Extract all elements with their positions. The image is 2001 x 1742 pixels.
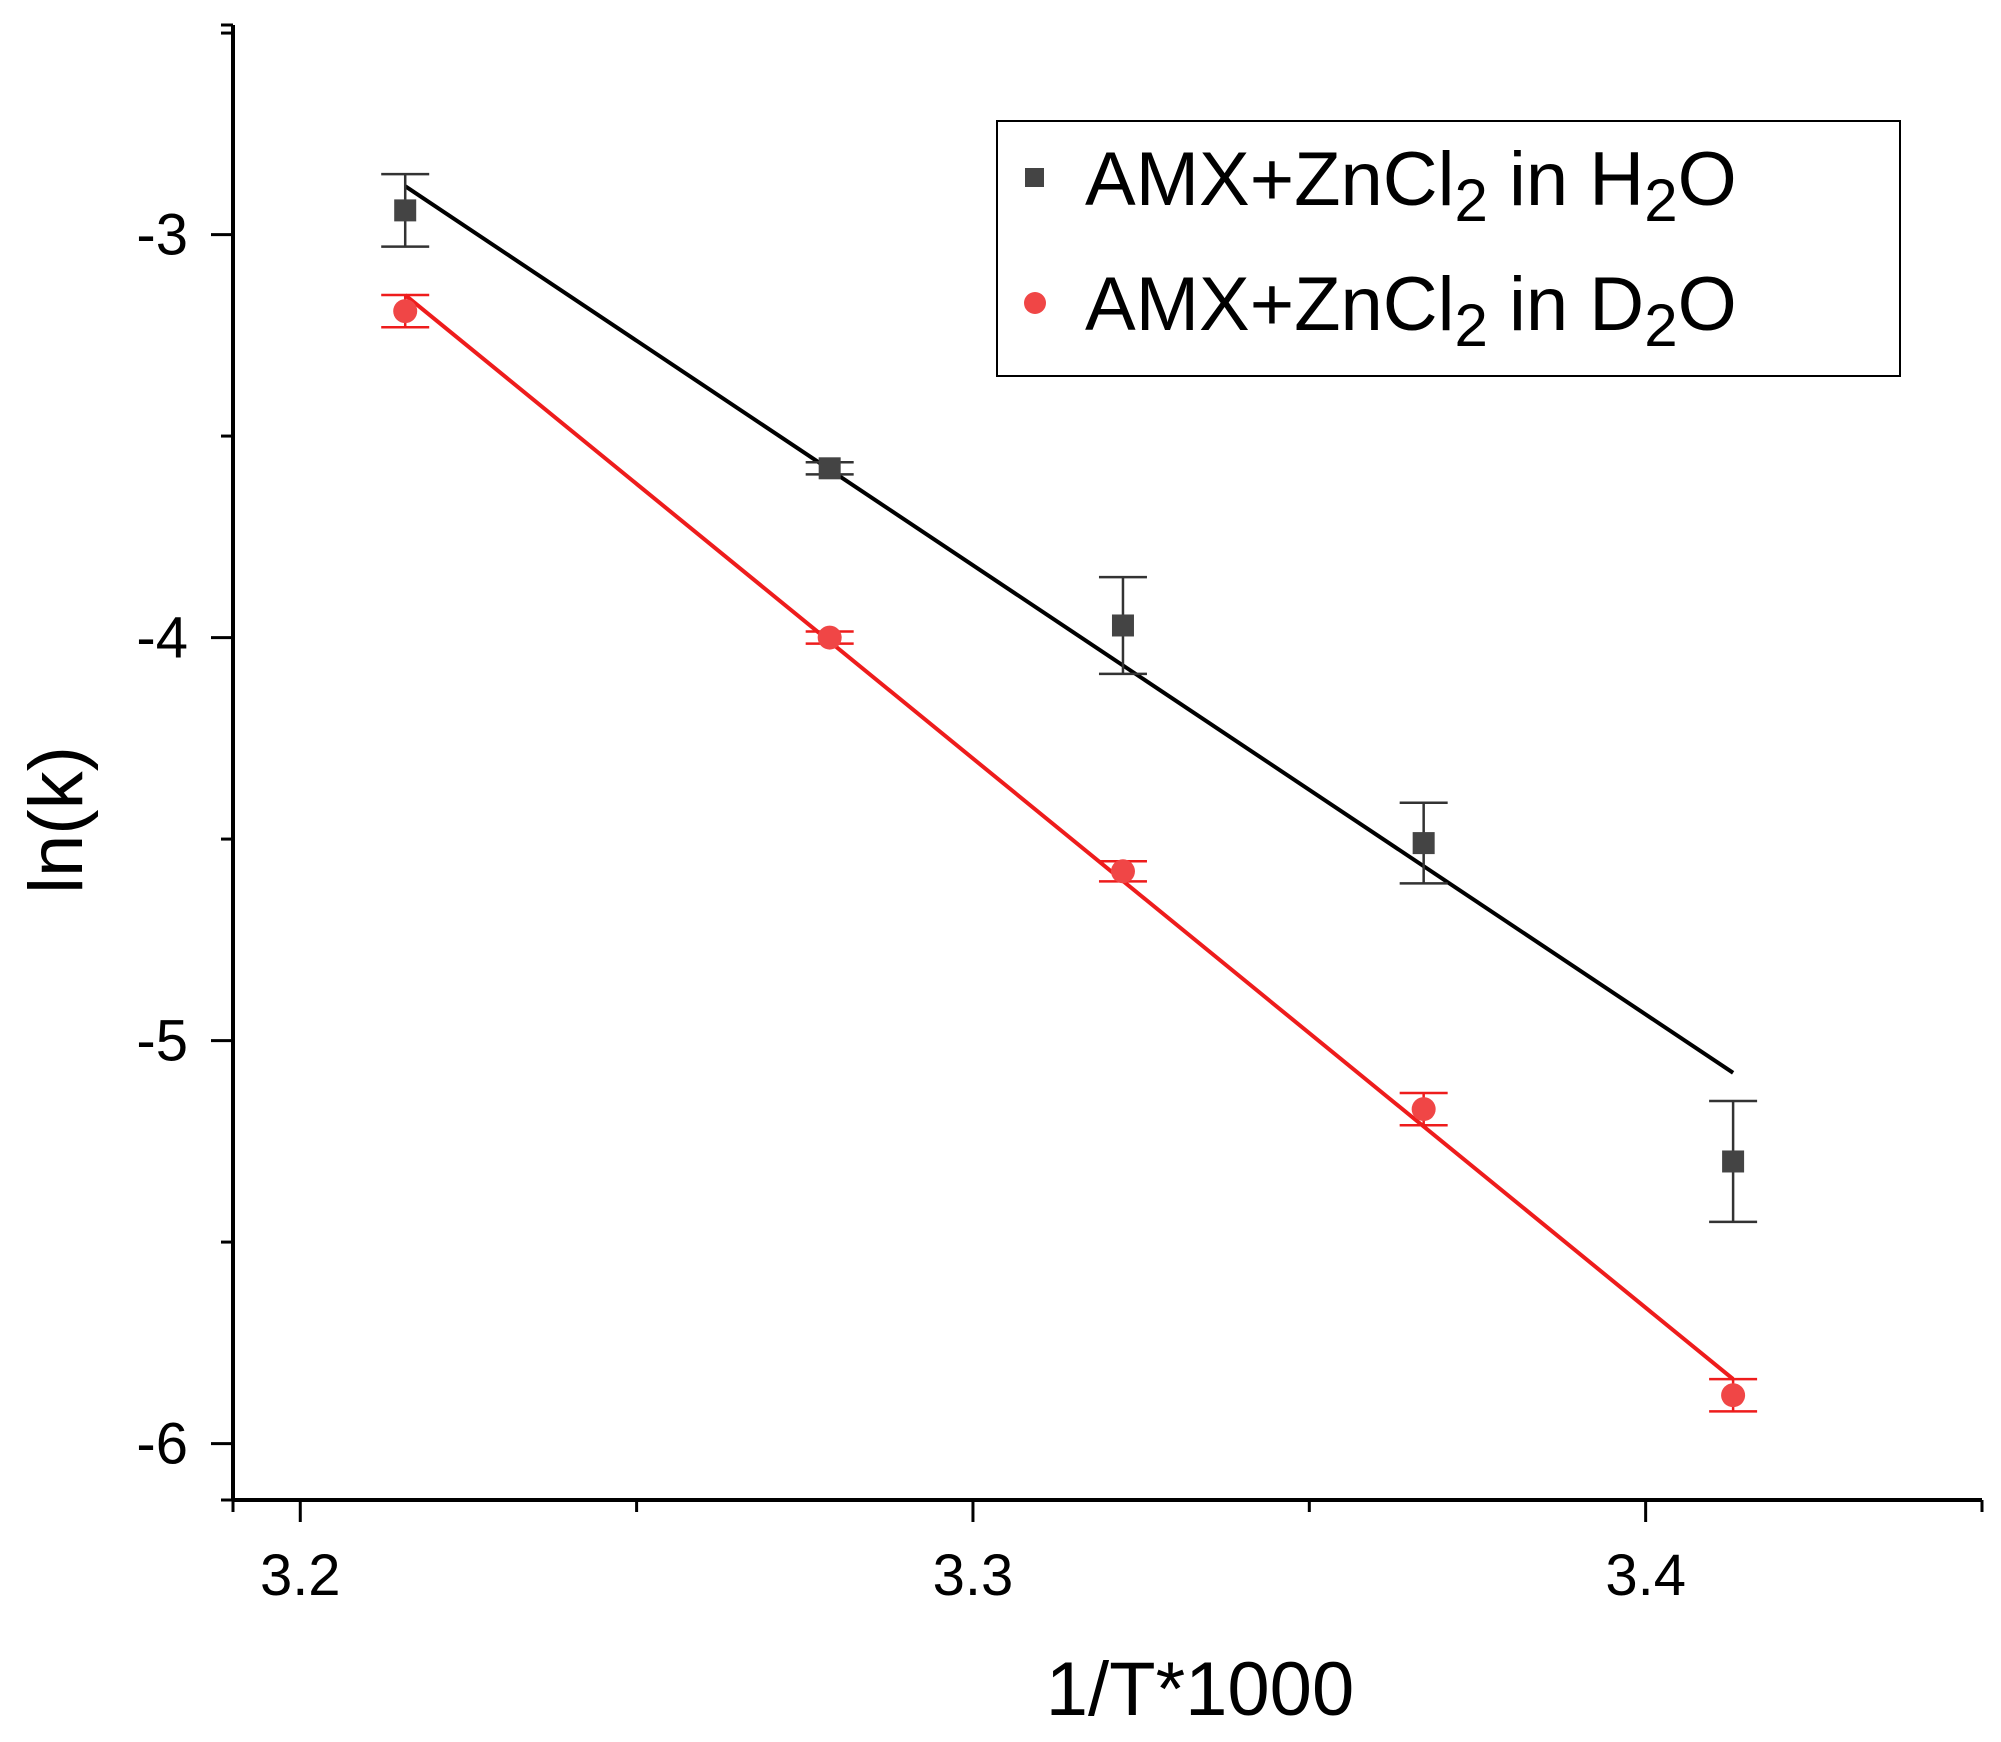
legend-text-part: AMX+ZnCl [1085,137,1455,222]
legend-text-part: AMX+ZnCl [1085,262,1455,347]
fit-line-series-1 [404,184,1735,1075]
legend-marker-circle [1024,292,1046,314]
data-point-square [1412,832,1435,855]
y-tick-label: -3 [136,203,188,268]
data-point-circle [1110,859,1135,884]
legend-label: AMX+ZnCl2 in H2O [1085,137,1737,234]
y-tick-label: -6 [136,1412,188,1477]
x-tick-label: 3.2 [260,1543,341,1608]
data-point-square [1111,614,1134,637]
data-point-circle [1721,1383,1746,1408]
data-point-square [818,457,841,480]
y-tick-label: -4 [136,606,188,671]
fit-line-series-2 [403,293,1735,1381]
legend-subscript: 2 [1644,167,1677,234]
data-points [393,199,1746,1408]
x-tick-label: 3.4 [1605,1543,1686,1608]
legend-subscript: 2 [1455,167,1488,234]
data-point-circle [393,299,418,324]
legend-text-part: in D [1488,262,1644,347]
x-tick-label: 3.3 [933,1543,1014,1608]
y-axis-title: ln(k) [14,746,99,894]
legend-text-part: in H [1488,137,1644,222]
legend-frame [996,120,1901,377]
data-point-square [1722,1150,1745,1173]
legend-subscript: 2 [1455,292,1488,359]
tick-labels: 3.2 3.3 3.4 -3 -4 -5 -6 [136,203,1686,1608]
legend-marker-square [1025,168,1044,187]
data-point-circle [817,625,842,650]
legend-label: AMX+ZnCl2 in D2O [1085,262,1737,359]
x-axis-title: 1/T*1000 [1046,1647,1354,1732]
legend-text-part: O [1678,262,1737,347]
legend-subscript: 2 [1644,292,1677,359]
legend-text-part: O [1678,137,1737,222]
tick-marks [211,23,1984,1522]
axes [231,25,1982,1502]
fit-lines [403,184,1735,1381]
data-point-circle [1411,1097,1436,1122]
y-tick-label: -5 [136,1009,188,1074]
data-point-square [394,199,417,222]
